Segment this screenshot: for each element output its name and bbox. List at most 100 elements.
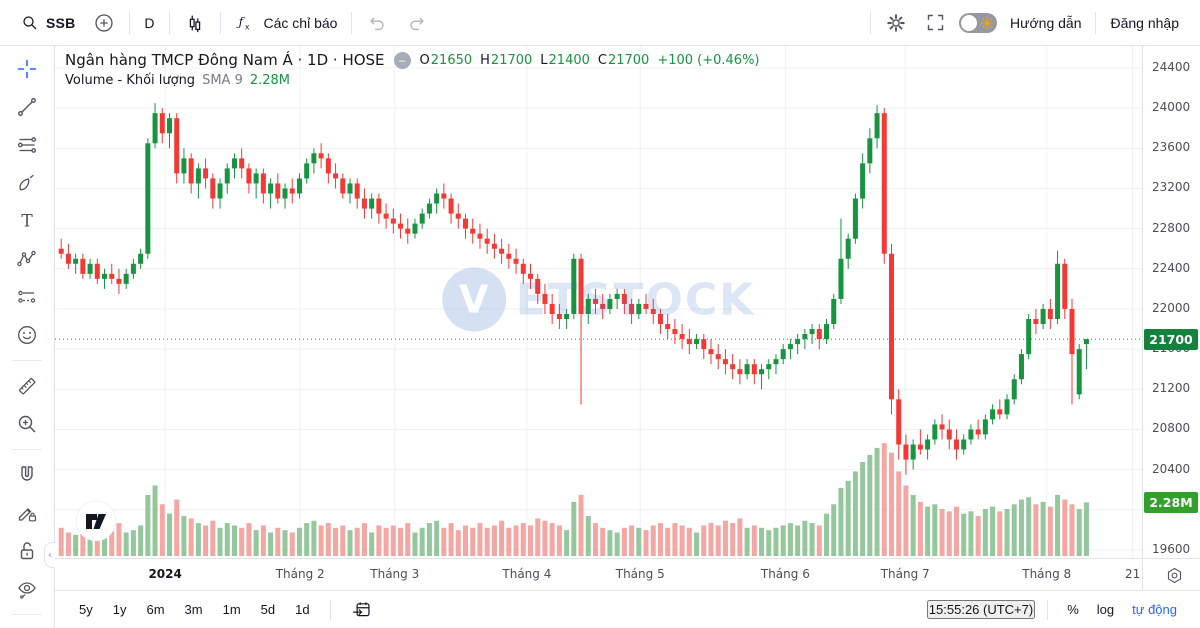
percent-scale-button[interactable]: % [1060, 598, 1086, 621]
symbol-search[interactable]: SSB [12, 6, 84, 40]
go-to-date-button[interactable] [343, 595, 380, 624]
xabcd-pattern-icon [17, 250, 36, 267]
svg-text:T: T [21, 212, 33, 232]
fullscreen-button[interactable] [916, 6, 955, 40]
settings-gear-icon [887, 13, 905, 32]
magnet-tool[interactable] [10, 458, 44, 492]
projection-tool[interactable] [10, 280, 44, 314]
price-axis-label: 20400 [1152, 461, 1191, 476]
sun-icon [980, 16, 994, 29]
xabcd-pattern-tool[interactable] [10, 242, 44, 276]
price-axis-label: 22000 [1152, 300, 1191, 315]
indicator-name[interactable]: Volume - Khối lượng [65, 73, 196, 88]
guide-label: Hướng dẫn [1010, 14, 1082, 31]
indicators-label: Các chỉ báo [263, 14, 338, 31]
price-axis-label: 22400 [1152, 260, 1191, 275]
trend-line-tool[interactable] [10, 90, 44, 124]
lock-all-drawings-tool[interactable] [10, 534, 44, 568]
price-axis-label: 22800 [1152, 220, 1191, 235]
top-toolbar-right: Hướng dẫn Đăng nhập [865, 6, 1188, 40]
range-3m-button[interactable]: 3m [177, 598, 211, 621]
high-value: 21700 [490, 52, 533, 68]
interval-button[interactable]: D [135, 6, 163, 40]
volume-value-tag: 2.28M [1144, 491, 1198, 513]
zoom-in-tool[interactable] [10, 407, 44, 441]
candlestick-style-icon [189, 15, 200, 32]
scale-controls-group: 15:55:26 (UTC+7) % log tự động [926, 598, 1184, 621]
chart-pane[interactable]: V ETSTOCK [55, 46, 1142, 558]
theme-toggle-knob [961, 14, 977, 31]
redo-button[interactable] [397, 6, 437, 40]
guide-button[interactable]: Hướng dẫn [1001, 6, 1090, 40]
brush-tool[interactable] [10, 166, 44, 200]
range-5d-button[interactable]: 5d [253, 598, 283, 621]
toolbar-separator [870, 11, 871, 34]
theme-toggle[interactable] [959, 12, 997, 33]
text-icon: T [21, 212, 33, 232]
drawing-toolbar: T [0, 46, 55, 628]
login-button[interactable]: Đăng nhập [1101, 6, 1188, 40]
hide-all-drawings-tool[interactable] [10, 572, 44, 606]
log-scale-button[interactable]: log [1090, 598, 1121, 621]
undo-icon [370, 17, 385, 30]
emoji-tool[interactable] [10, 318, 44, 352]
range-1y-button[interactable]: 1y [105, 598, 135, 621]
redo-icon [410, 17, 425, 30]
toolbar-separator [168, 11, 170, 34]
price-axis[interactable]: 21700 2.28M 24400 24000 23600 23200 22800 224… [1142, 46, 1200, 558]
auto-scale-button[interactable]: tự động [1125, 598, 1184, 621]
drawing-mode-lock-tool[interactable] [10, 496, 44, 530]
range-1m-button[interactable]: 1m [215, 598, 249, 621]
login-label: Đăng nhập [1110, 14, 1179, 31]
measure-tool[interactable] [10, 369, 44, 403]
toolbar-divider [12, 614, 42, 615]
range-5y-button[interactable]: 5y [71, 598, 101, 621]
toolbar-divider [12, 449, 42, 450]
hide-drawings-eye-icon [18, 582, 36, 599]
candlestick-plot[interactable] [55, 46, 1142, 558]
fib-retracement-tool[interactable] [10, 128, 44, 162]
chart-settings-button[interactable] [876, 6, 916, 40]
time-axis-label: Tháng 8 [1022, 567, 1072, 581]
timeframes-group: 5y 1y 6m 3m 1m 5d 1d [71, 595, 380, 624]
time-axis-label: Tháng 4 [502, 567, 552, 581]
axis-settings-hexagon-icon[interactable] [1165, 566, 1184, 585]
price-axis-border [1142, 46, 1143, 590]
interval-label: D [144, 14, 155, 31]
undo-button[interactable] [357, 6, 397, 40]
price-axis-label: 19600 [1152, 541, 1191, 556]
toolbar-separator [219, 11, 221, 34]
high-label: H [480, 52, 490, 68]
compare-add-symbol-button[interactable] [84, 6, 124, 40]
legend-row-main: Ngân hàng TMCP Đông Nam Á · 1D · HOSE – … [65, 51, 760, 69]
close-value: 21700 [607, 52, 650, 68]
zoom-in-icon [18, 415, 36, 433]
text-tool[interactable]: T [10, 204, 44, 238]
clock[interactable]: 15:55:26 (UTC+7) [926, 600, 1036, 619]
chart-style-button[interactable] [175, 6, 215, 40]
range-6m-button[interactable]: 6m [138, 598, 172, 621]
crosshair-tool[interactable] [10, 52, 44, 86]
sidebar-collapse-handle[interactable]: ‹ [44, 542, 55, 568]
ohlc-values: O21650 H21700 L21400 C21700 +100 (+0.46%… [420, 53, 760, 68]
symbol-title[interactable]: Ngân hàng TMCP Đông Nam Á · 1D · HOSE [65, 51, 385, 69]
range-1d-button[interactable]: 1d [287, 598, 317, 621]
low-label: L [540, 52, 548, 68]
price-axis-label: 20800 [1152, 421, 1191, 436]
indicator-param: SMA 9 [202, 73, 243, 88]
fib-retracement-icon [17, 137, 37, 153]
time-axis[interactable]: 2024 Tháng 2 Tháng 3 Tháng 4 Tháng 5 Tháng 6 T… [55, 558, 1200, 590]
crosshair-icon [17, 59, 37, 79]
toolbar-separator [351, 11, 353, 34]
emoji-icon [18, 326, 36, 344]
tradingview-logo[interactable] [75, 500, 117, 542]
legend-collapse-button[interactable]: – [393, 51, 411, 69]
toolbar-divider [12, 360, 42, 361]
svg-text:ƒ: ƒ [235, 14, 245, 28]
change-value: +100 (+0.46%) [657, 52, 760, 68]
legend-row-indicator: Volume - Khối lượng SMA 9 2.28M [65, 73, 760, 88]
